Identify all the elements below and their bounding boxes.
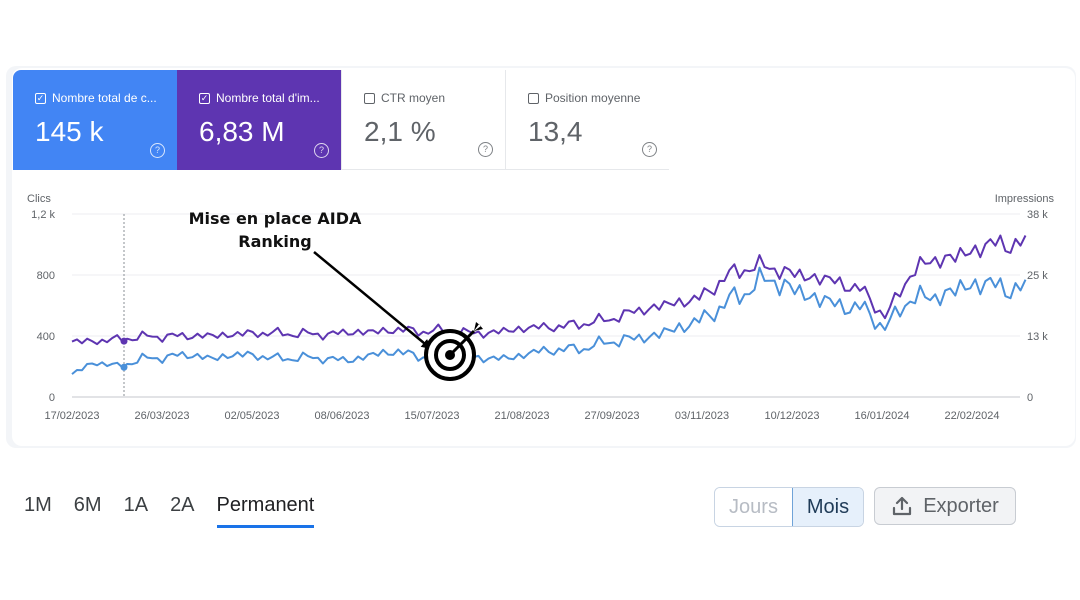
x-tick-label: 16/01/2024 [854, 410, 909, 422]
y-axis-right-label: Impressions [995, 193, 1055, 205]
metric-label: CTR moyen [381, 91, 446, 105]
help-icon[interactable]: ? [478, 142, 493, 157]
x-tick-label: 22/02/2024 [944, 410, 999, 422]
metric-card-ctr[interactable]: CTR moyen 2,1 % ? [341, 70, 505, 170]
metric-card-clicks[interactable]: ✓ Nombre total de c... 145 k ? [13, 70, 177, 170]
export-button[interactable]: Exporter [874, 487, 1016, 525]
y-tick-right: 38 k [1027, 209, 1048, 221]
y-tick-left: 400 [37, 331, 55, 343]
y-axis-left-label: Clics [27, 193, 51, 205]
metric-value: 2,1 % [364, 116, 436, 147]
tab-2a[interactable]: 2A [170, 494, 195, 516]
help-icon[interactable]: ? [314, 143, 329, 158]
x-tick-label: 26/03/2023 [134, 410, 189, 422]
annotation-text-line2: Ranking [238, 232, 311, 251]
y-tick-left: 0 [49, 392, 55, 404]
tab-permanent[interactable]: Permanent [216, 494, 315, 528]
export-label: Exporter [923, 494, 999, 517]
chart-grid [72, 213, 1020, 398]
series-point-impressions [120, 337, 128, 345]
metric-label: Nombre total d'im... [216, 91, 320, 105]
x-tick-label: 08/06/2023 [314, 410, 369, 422]
y-tick-right: 13 k [1027, 331, 1048, 343]
x-tick-label: 03/11/2023 [675, 410, 729, 422]
metric-card-impressions[interactable]: ✓ Nombre total d'im... 6,83 M ? [177, 70, 341, 170]
help-icon[interactable]: ? [150, 143, 165, 158]
range-tabs: 1M 6M 1A 2A Permanent [24, 494, 315, 528]
metric-value: 13,4 [528, 116, 583, 147]
granularity-days-button[interactable]: Jours [715, 488, 792, 526]
x-tick-label: 17/02/2023 [44, 410, 99, 422]
tab-1m[interactable]: 1M [24, 494, 52, 516]
target-icon [424, 322, 483, 381]
metric-card-position[interactable]: Position moyenne 13,4 ? [505, 70, 669, 170]
annotation-arrow [313, 251, 432, 350]
y-tick-left: 800 [37, 270, 55, 282]
tab-1a[interactable]: 1A [123, 494, 149, 516]
x-tick-label: 27/09/2023 [584, 410, 639, 422]
metric-label: Position moyenne [545, 91, 641, 105]
metric-cards: ✓ Nombre total de c... 145 k ? ✓ Nombre to… [13, 70, 671, 170]
metric-value: 6,83 M [199, 116, 285, 147]
series-point-clicks [120, 363, 128, 371]
series-line-clicks [71, 266, 1027, 375]
checkbox-checked-icon[interactable]: ✓ [199, 92, 210, 104]
tab-6m[interactable]: 6M [73, 494, 102, 516]
performance-chart: Clics Impressions 1,2 k 800 400 0 38 k 25 k 13… [27, 193, 1055, 422]
help-icon[interactable]: ? [642, 142, 657, 157]
x-tick-label: 21/08/2023 [494, 410, 549, 422]
granularity-months-button[interactable]: Mois [792, 488, 863, 526]
series-line-impressions [71, 234, 1027, 346]
annotation-text-line1: Mise en place AIDA [189, 209, 362, 228]
checkbox-unchecked-icon[interactable] [364, 92, 375, 104]
checkbox-unchecked-icon[interactable] [528, 92, 539, 104]
y-tick-left: 1,2 k [31, 209, 55, 221]
metric-value: 145 k [35, 116, 104, 147]
y-tick-right: 0 [1027, 392, 1033, 404]
x-tick-label: 02/05/2023 [224, 410, 279, 422]
x-tick-label: 15/07/2023 [404, 410, 459, 422]
upload-icon [893, 496, 912, 516]
y-tick-right: 25 k [1027, 270, 1048, 282]
metric-label: Nombre total de c... [52, 91, 157, 105]
checkbox-checked-icon[interactable]: ✓ [35, 92, 46, 104]
granularity-toggle: Jours Mois [714, 487, 864, 527]
x-tick-label: 10/12/2023 [764, 410, 819, 422]
